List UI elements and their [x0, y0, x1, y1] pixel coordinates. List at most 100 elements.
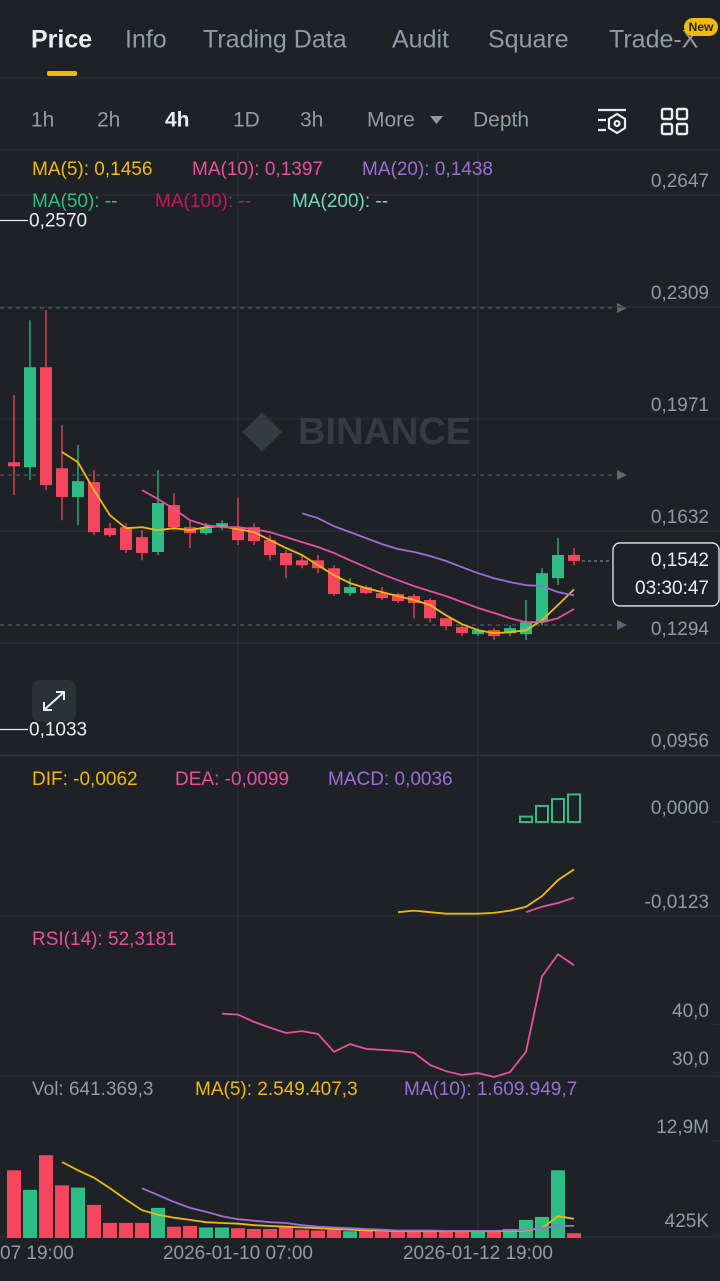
series-line	[525, 896, 575, 914]
legend-entry: DEA: -0,0099	[175, 769, 289, 790]
candle-body	[376, 593, 388, 599]
legend-entry: MA(100): --	[155, 191, 251, 212]
layout-icon[interactable]	[660, 107, 689, 136]
legend-entry: MA(5): 2.549.407,3	[195, 1079, 358, 1100]
candle-body	[8, 462, 20, 467]
tab[interactable]: Info	[125, 26, 167, 54]
series-line	[141, 489, 575, 624]
volume-bar	[263, 1228, 277, 1238]
histogram-bar	[535, 804, 549, 823]
level-lines	[0, 307, 615, 626]
volume-bar	[279, 1225, 293, 1238]
y-tick-label: 0,1632	[651, 507, 709, 528]
candle-body	[520, 622, 532, 635]
histogram-bar	[567, 793, 581, 823]
volume-bar	[375, 1231, 389, 1238]
volume-bar	[7, 1170, 21, 1238]
volume-bar	[103, 1222, 117, 1238]
tab[interactable]: Square	[488, 26, 569, 54]
legend-entry: MA(200): --	[292, 191, 388, 212]
indicator-icon[interactable]	[598, 108, 627, 135]
badge	[684, 18, 718, 36]
candle-body	[40, 367, 52, 486]
volume-bar	[327, 1229, 341, 1238]
candle-body	[296, 560, 308, 566]
volume-bar	[423, 1230, 437, 1238]
zoom-icon	[43, 691, 65, 711]
dropdown-caret	[430, 116, 443, 124]
y-tick-label: 0,2309	[651, 283, 709, 304]
volume-bar	[455, 1231, 469, 1238]
x-tick-label: 2026-01-12 19:00	[403, 1243, 553, 1264]
volume-bar	[295, 1229, 309, 1238]
countdown: 03:30:47	[635, 578, 709, 599]
volume-bar	[167, 1226, 181, 1238]
legend-entry: MA(20): 0,1438	[362, 159, 493, 180]
series-line	[397, 868, 575, 915]
candle-body	[264, 540, 276, 555]
y-tick-label: 425K	[665, 1211, 710, 1232]
volume-bar	[343, 1231, 357, 1238]
volume-bar	[183, 1225, 197, 1238]
y-tick-label: 0,2647	[651, 171, 709, 192]
candle-body	[344, 587, 356, 594]
candle-body	[440, 618, 452, 627]
legend-entry: MACD: 0,0036	[328, 769, 453, 790]
volume-bar	[487, 1231, 501, 1238]
volume-bar	[199, 1227, 213, 1238]
interval[interactable]: Depth	[473, 109, 529, 132]
tab[interactable]: Trading Data	[203, 26, 347, 54]
volume-bar	[391, 1231, 405, 1238]
legend-entry: MA(10): 1.609.949,7	[404, 1079, 577, 1100]
y-tick-label: 30,0	[672, 1049, 709, 1070]
y-tick-label: 0,1971	[651, 395, 709, 416]
series-line	[61, 451, 575, 635]
volume-bar	[231, 1228, 245, 1238]
volume-bar	[503, 1228, 517, 1238]
volume-bar	[311, 1230, 325, 1238]
series-line	[221, 952, 575, 1078]
volume-bar	[359, 1231, 373, 1238]
level-arrows	[617, 303, 627, 630]
interval[interactable]: 2h	[97, 109, 120, 132]
watermark: BINANCE	[298, 411, 471, 453]
y-tick-label: 0,1294	[651, 619, 710, 640]
candle-body	[280, 553, 292, 566]
candle-body	[24, 367, 36, 468]
volume-bar	[247, 1228, 261, 1238]
last-price-box	[612, 542, 720, 607]
volume-bar	[23, 1189, 37, 1238]
legend-entry: Vol: 641.369,3	[32, 1079, 154, 1100]
volume-bar	[551, 1170, 565, 1238]
x-tick-label: 07 19:00	[0, 1243, 74, 1264]
candle-body	[72, 481, 84, 498]
legend-entry: RSI(14): 52,3181	[32, 929, 177, 950]
candle-body	[104, 528, 116, 536]
candle-body	[472, 630, 484, 635]
plot: 0,2647 0,2309 0,1971 0,1632 0,1294 0,0956 BINA…	[0, 159, 720, 1264]
volume-bar	[407, 1231, 421, 1238]
interval[interactable]: 1D	[233, 109, 260, 132]
volume-bar	[215, 1227, 229, 1238]
tab[interactable]: Audit	[392, 26, 449, 54]
volume-bar	[55, 1185, 69, 1238]
legend-entry: MA(5): 0,1456	[32, 159, 152, 180]
tab[interactable]: Trade-X	[609, 26, 699, 54]
pane-borders	[0, 150, 720, 1238]
series-line	[301, 512, 575, 597]
badge-text: New	[689, 20, 714, 34]
extreme-label: 0,1033	[29, 720, 87, 741]
candle-body	[536, 573, 548, 623]
legend-entry: MA(50): --	[32, 191, 118, 212]
tab[interactable]: Price	[31, 26, 92, 54]
volume-bar	[567, 1233, 581, 1238]
interval[interactable]: 1h	[31, 109, 54, 132]
series-line	[141, 1187, 575, 1232]
volume-bar	[71, 1187, 85, 1238]
interval[interactable]: 4h	[165, 109, 190, 132]
candle-body	[504, 628, 516, 634]
interval[interactable]: More	[367, 109, 415, 132]
interval[interactable]: 3h	[300, 109, 323, 132]
